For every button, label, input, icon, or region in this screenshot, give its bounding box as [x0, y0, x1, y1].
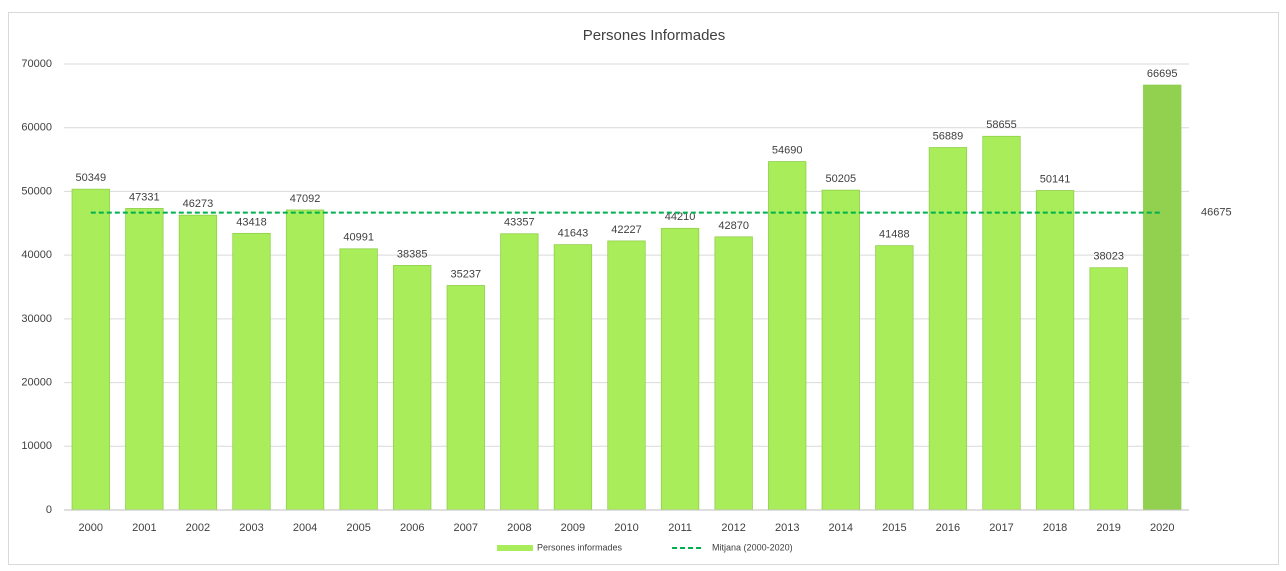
legend-label: Persones informades	[537, 542, 623, 552]
data-label: 43418	[236, 216, 267, 228]
bar	[178, 214, 218, 511]
data-label: 41488	[879, 229, 910, 241]
legend-label: Mitjana (2000-2020)	[712, 542, 793, 552]
data-label: 42227	[611, 224, 642, 236]
reference-label: 46675	[1201, 207, 1232, 219]
data-label: 50205	[825, 173, 856, 185]
data-label: 40991	[343, 232, 374, 244]
x-tick-label: 2019	[1096, 522, 1120, 534]
data-label: 50141	[1040, 173, 1071, 185]
x-tick-label: 2012	[721, 522, 745, 534]
bar	[500, 233, 539, 511]
bar	[1089, 267, 1128, 511]
x-tick-label: 2016	[936, 522, 960, 534]
x-tick-label: 2011	[668, 522, 692, 534]
x-tick-label: 2017	[989, 522, 1013, 534]
data-label: 43357	[504, 217, 535, 229]
bar	[714, 236, 753, 511]
data-label: 56889	[933, 130, 964, 142]
x-tick-label: 2009	[561, 522, 585, 534]
data-label: 42870	[718, 220, 749, 232]
data-label: 46273	[183, 198, 214, 210]
x-tick-label: 2002	[186, 522, 210, 534]
y-tick-label: 10000	[21, 440, 52, 452]
bar	[607, 240, 646, 511]
x-tick-label: 2020	[1150, 522, 1174, 534]
bar	[1035, 190, 1075, 511]
data-label: 54690	[772, 144, 803, 156]
x-tick-label: 2000	[79, 522, 103, 534]
y-tick-label: 40000	[21, 249, 52, 261]
x-tick-label: 2018	[1043, 522, 1067, 534]
data-label: 50349	[75, 172, 106, 184]
x-tick-label: 2008	[507, 522, 531, 534]
bar	[393, 265, 432, 511]
data-label: 38023	[1093, 251, 1124, 263]
data-label: 41643	[558, 228, 589, 240]
y-tick-label: 30000	[21, 313, 52, 325]
y-tick-label: 50000	[21, 185, 52, 197]
y-tick-label: 60000	[21, 122, 52, 134]
bar	[232, 232, 271, 511]
data-label: 44210	[665, 211, 696, 223]
x-tick-label: 2006	[400, 522, 424, 534]
bar	[875, 245, 914, 511]
x-tick-label: 2003	[239, 522, 263, 534]
bar	[928, 147, 968, 511]
x-tick-label: 2015	[882, 522, 906, 534]
chart-title: Persones Informades	[583, 27, 726, 44]
bar	[446, 285, 485, 511]
bar	[768, 161, 807, 511]
bar	[821, 189, 860, 511]
y-tick-label: 70000	[21, 58, 52, 70]
y-tick-label: 20000	[21, 376, 52, 388]
data-label: 47331	[129, 191, 160, 203]
bar	[982, 135, 1021, 511]
legend-swatch	[497, 545, 533, 551]
bar	[285, 209, 325, 511]
data-label: 47092	[290, 193, 321, 205]
bar	[1143, 84, 1182, 511]
data-label: 66695	[1147, 68, 1178, 80]
x-tick-label: 2004	[293, 522, 317, 534]
x-tick-label: 2007	[454, 522, 478, 534]
x-tick-label: 2010	[614, 522, 638, 534]
x-tick-label: 2013	[775, 522, 799, 534]
bar	[660, 227, 700, 511]
y-tick-label: 0	[46, 504, 52, 516]
x-tick-label: 2014	[829, 522, 853, 534]
bar	[125, 208, 164, 511]
bar	[339, 248, 378, 511]
data-label: 38385	[397, 248, 428, 260]
data-label: 58655	[986, 119, 1017, 131]
bar	[71, 188, 110, 511]
x-tick-label: 2001	[132, 522, 156, 534]
x-tick-label: 2005	[346, 522, 370, 534]
bar	[553, 244, 593, 511]
data-label: 35237	[450, 268, 481, 280]
